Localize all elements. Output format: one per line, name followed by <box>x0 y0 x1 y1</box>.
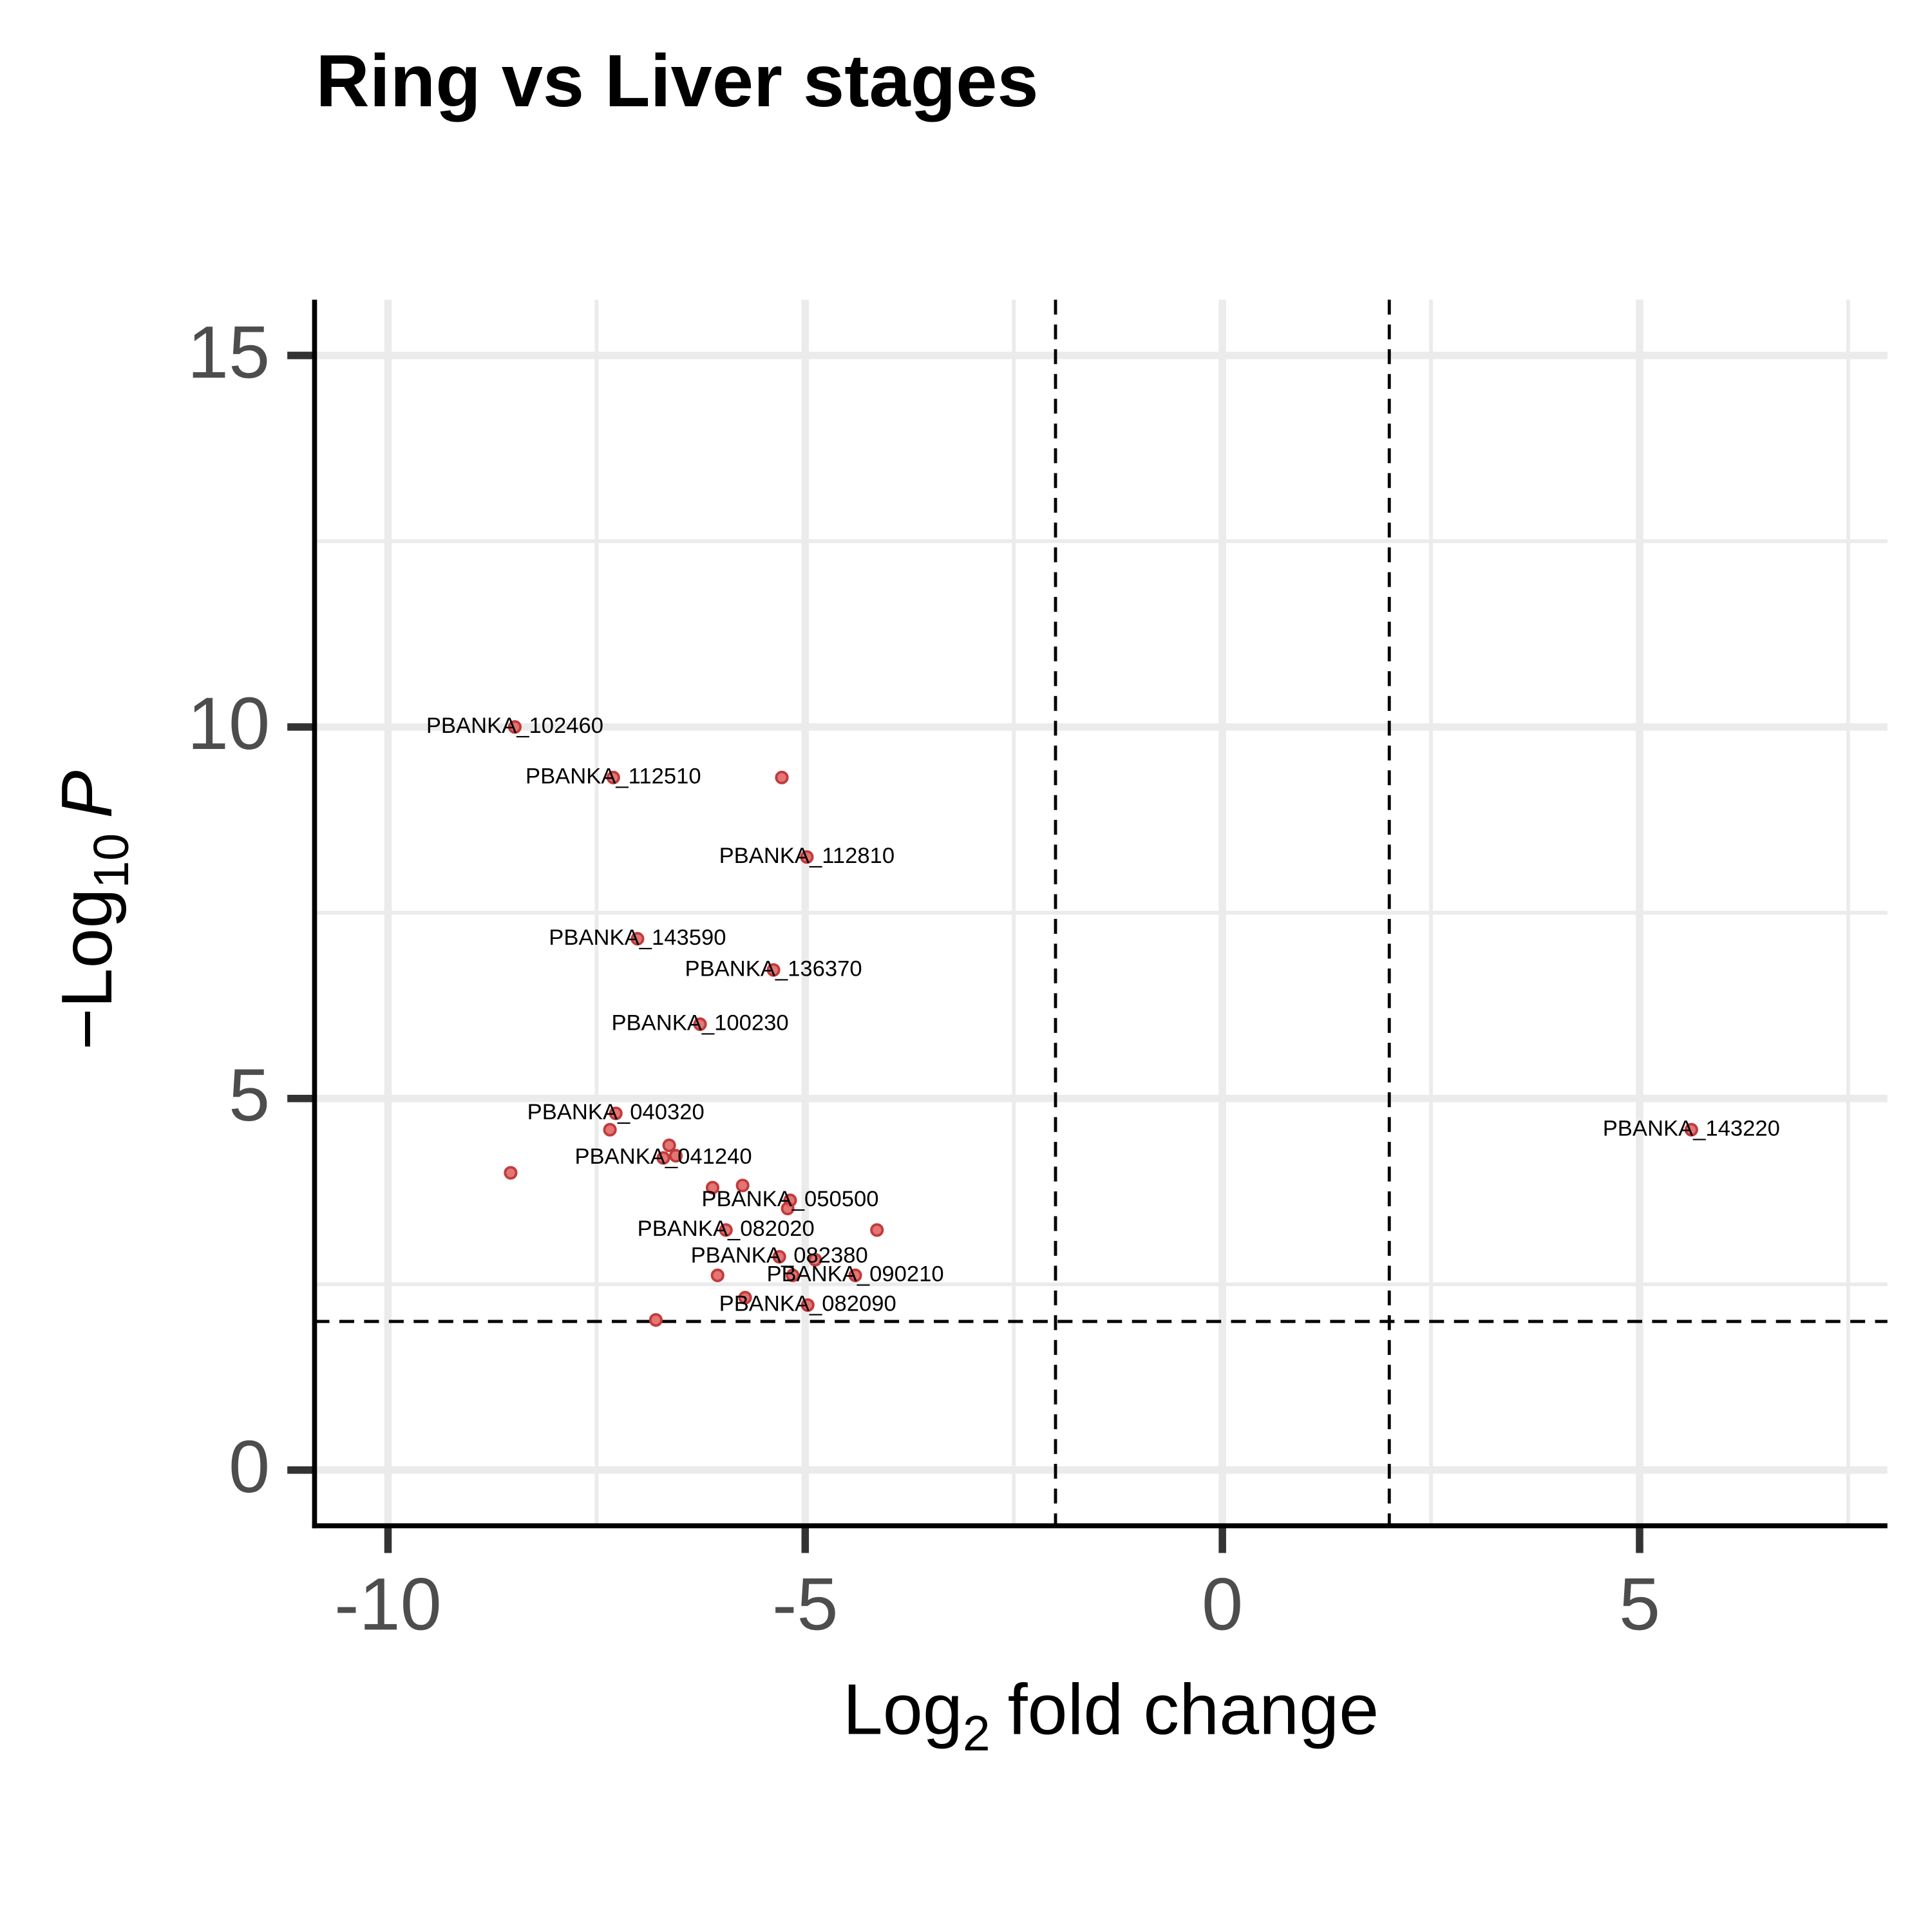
point <box>668 1149 683 1163</box>
x-tick-label: 0 <box>1202 1563 1243 1645</box>
point <box>649 1313 663 1327</box>
y-tick-label: 10 <box>187 683 270 765</box>
point-label: PBANKA_102460 <box>426 714 603 738</box>
point-label: PBANKA_112810 <box>719 844 895 868</box>
point <box>848 1268 862 1282</box>
point <box>504 1166 518 1180</box>
x-axis-title: Log2 fold change <box>843 1669 1379 1761</box>
point-label: PBANKA_100230 <box>611 1011 788 1036</box>
point <box>870 1223 884 1237</box>
x-axis-title-rest: fold change <box>1008 1669 1379 1750</box>
point-label: PBANKA_050500 <box>701 1187 878 1211</box>
x-tick-label: -10 <box>334 1563 442 1645</box>
y-tick-label: 0 <box>229 1426 270 1508</box>
point <box>603 1122 617 1137</box>
point <box>705 1180 720 1195</box>
point <box>507 720 522 734</box>
point <box>606 770 620 784</box>
point-label: PBANKA_082380 <box>691 1244 868 1268</box>
point-label: PBANKA_082090 <box>719 1292 896 1316</box>
y-tick-label: 15 <box>187 311 270 393</box>
point <box>775 770 789 784</box>
x-tick-label: -5 <box>772 1563 838 1645</box>
x-axis-title-sub: 2 <box>963 1706 990 1761</box>
point <box>1684 1122 1698 1137</box>
chart-title: Ring vs Liver stages <box>316 40 1038 122</box>
point <box>738 1291 752 1305</box>
point <box>609 1106 623 1121</box>
point-label: PBANKA_143590 <box>549 925 726 950</box>
point <box>662 1138 676 1153</box>
point-label: PBANKA_090210 <box>766 1262 943 1287</box>
point <box>800 1298 815 1312</box>
y-tick-label: 5 <box>229 1054 270 1137</box>
point-label: PBANKA_143220 <box>1603 1116 1780 1141</box>
point-label: PBANKA_041240 <box>574 1144 752 1169</box>
point <box>772 1249 786 1264</box>
point <box>710 1268 724 1282</box>
point <box>735 1179 750 1193</box>
y-axis-title-rest: P <box>47 770 128 818</box>
point <box>808 1253 822 1267</box>
point <box>781 1201 795 1216</box>
x-tick-label: 5 <box>1619 1563 1660 1645</box>
point <box>800 850 814 864</box>
x-axis-title-main: Log <box>843 1669 963 1750</box>
point <box>786 1268 800 1282</box>
point-label: PBANKA_136370 <box>685 956 862 981</box>
point <box>693 1017 707 1031</box>
point <box>719 1223 733 1237</box>
point-label: PBANKA_040320 <box>527 1100 705 1124</box>
y-axis-title: −Log10 P <box>47 770 139 1050</box>
point-label: PBANKA_082020 <box>638 1217 815 1241</box>
point <box>656 1151 670 1165</box>
point <box>630 932 645 946</box>
y-axis-title-sub: 10 <box>84 833 139 889</box>
y-axis-title-main: −Log <box>47 888 128 1050</box>
point <box>766 963 781 977</box>
point-label: PBANKA_112510 <box>526 764 701 788</box>
